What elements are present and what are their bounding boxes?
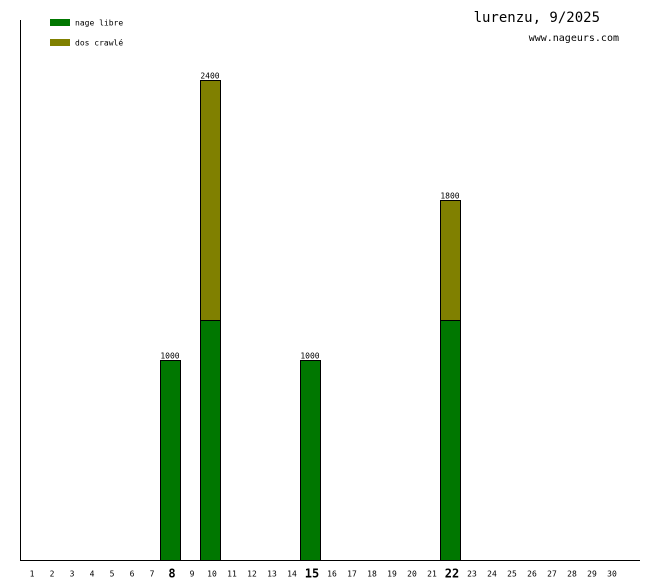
x-tick-label: 13 — [267, 570, 277, 579]
x-tick-label: 23 — [467, 570, 477, 579]
x-tick-label: 26 — [527, 570, 537, 579]
x-tick-label: 2 — [50, 570, 55, 579]
total-label: 1000 — [300, 352, 319, 361]
x-tick-label: 21 — [427, 570, 437, 579]
x-tick-label: 25 — [507, 570, 517, 579]
x-tick-label: 9 — [190, 570, 195, 579]
x-tick-label: 3 — [70, 570, 75, 579]
x-tick-label: 17 — [347, 570, 357, 579]
x-tick-label: 30 — [607, 570, 617, 579]
x-tick-label: 11 — [227, 570, 237, 579]
chart-subtitle: www.nageurs.com — [529, 33, 619, 44]
x-tick-label: 20 — [407, 570, 417, 579]
x-tick-label: 10 — [207, 570, 217, 579]
x-tick-label: 18 — [367, 570, 377, 579]
x-tick-label: 5 — [110, 570, 115, 579]
legend-swatch — [50, 39, 70, 46]
x-tick-label: 6 — [130, 570, 135, 579]
chart-title: lurenzu, 9/2025 — [474, 10, 600, 26]
legend-label: dos crawlé — [75, 38, 123, 48]
x-tick-label: 24 — [487, 570, 497, 579]
x-tick-label: 29 — [587, 570, 597, 579]
bar-segment — [200, 320, 221, 561]
x-tick-label: 27 — [547, 570, 557, 579]
x-tick-label: 14 — [287, 570, 297, 579]
legend-label: nage libre — [75, 19, 123, 28]
bar-segment — [300, 360, 321, 561]
bar-segment — [440, 320, 461, 561]
x-tick-label: 19 — [387, 570, 397, 579]
legend-swatch — [50, 19, 70, 26]
x-tick-label: 16 — [327, 570, 337, 579]
x-tick-label: 28 — [567, 570, 577, 579]
x-tick-label: 1 — [30, 570, 35, 579]
x-tick-label: 22 — [445, 567, 459, 580]
x-tick-label: 12 — [247, 570, 257, 579]
bar-segment — [440, 200, 461, 321]
bar-segment — [200, 80, 221, 321]
total-label: 1000 — [160, 352, 179, 361]
total-label: 1800 — [440, 192, 459, 201]
x-tick-label: 4 — [90, 570, 95, 579]
x-tick-label: 7 — [150, 570, 155, 579]
x-tick-label: 15 — [305, 567, 319, 580]
total-label: 2400 — [200, 72, 219, 81]
bar-segment — [160, 360, 181, 561]
x-tick-label: 8 — [168, 567, 175, 580]
